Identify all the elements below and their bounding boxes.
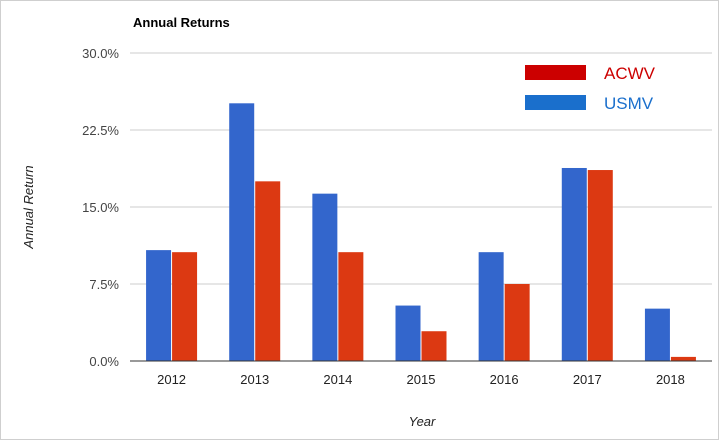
x-axis-ticks: 2012 2013 2014 2015 2016 2017 2018 — [157, 372, 685, 387]
x-tick-label: 2017 — [573, 372, 602, 387]
legend-swatch-acwv — [525, 65, 586, 80]
bar-usmv-2018 — [644, 308, 670, 361]
bar-acwv-2014 — [338, 252, 364, 361]
chart-title: Annual Returns — [133, 15, 230, 30]
x-tick-label: 2013 — [240, 372, 269, 387]
x-tick-label: 2015 — [407, 372, 436, 387]
y-axis-ticks: 0.0% 7.5% 15.0% 22.5% 30.0% — [82, 46, 119, 369]
x-tick-label: 2016 — [490, 372, 519, 387]
bar-usmv-2017 — [561, 167, 587, 361]
y-tick-label: 15.0% — [82, 200, 119, 215]
bar-acwv-2017 — [587, 170, 613, 361]
x-tick-label: 2012 — [157, 372, 186, 387]
x-tick-label: 2014 — [323, 372, 352, 387]
x-axis-title: Year — [409, 414, 436, 429]
bar-usmv-2014 — [312, 193, 338, 361]
bar-acwv-2013 — [255, 181, 281, 361]
legend-swatch-usmv — [525, 95, 586, 110]
gridlines — [130, 52, 712, 285]
y-tick-label: 22.5% — [82, 123, 119, 138]
bar-usmv-2015 — [395, 305, 421, 361]
y-tick-label: 0.0% — [89, 354, 119, 369]
bar-usmv-2012 — [146, 250, 172, 361]
bar-acwv-2015 — [421, 331, 447, 361]
bar-acwv-2018 — [670, 356, 696, 361]
x-tick-label: 2018 — [656, 372, 685, 387]
y-tick-label: 30.0% — [82, 46, 119, 61]
y-axis-title: Annual Return — [21, 165, 36, 249]
bar-acwv-2012 — [172, 252, 198, 361]
bar-usmv-2013 — [229, 103, 255, 361]
y-tick-label: 7.5% — [89, 277, 119, 292]
legend-label-acwv: ACWV — [604, 64, 656, 83]
legend-label-usmv: USMV — [604, 94, 654, 113]
bar-acwv-2016 — [504, 284, 530, 361]
legend: ACWV USMV — [525, 64, 656, 113]
bar-usmv-2016 — [478, 252, 504, 361]
bars — [146, 103, 696, 361]
